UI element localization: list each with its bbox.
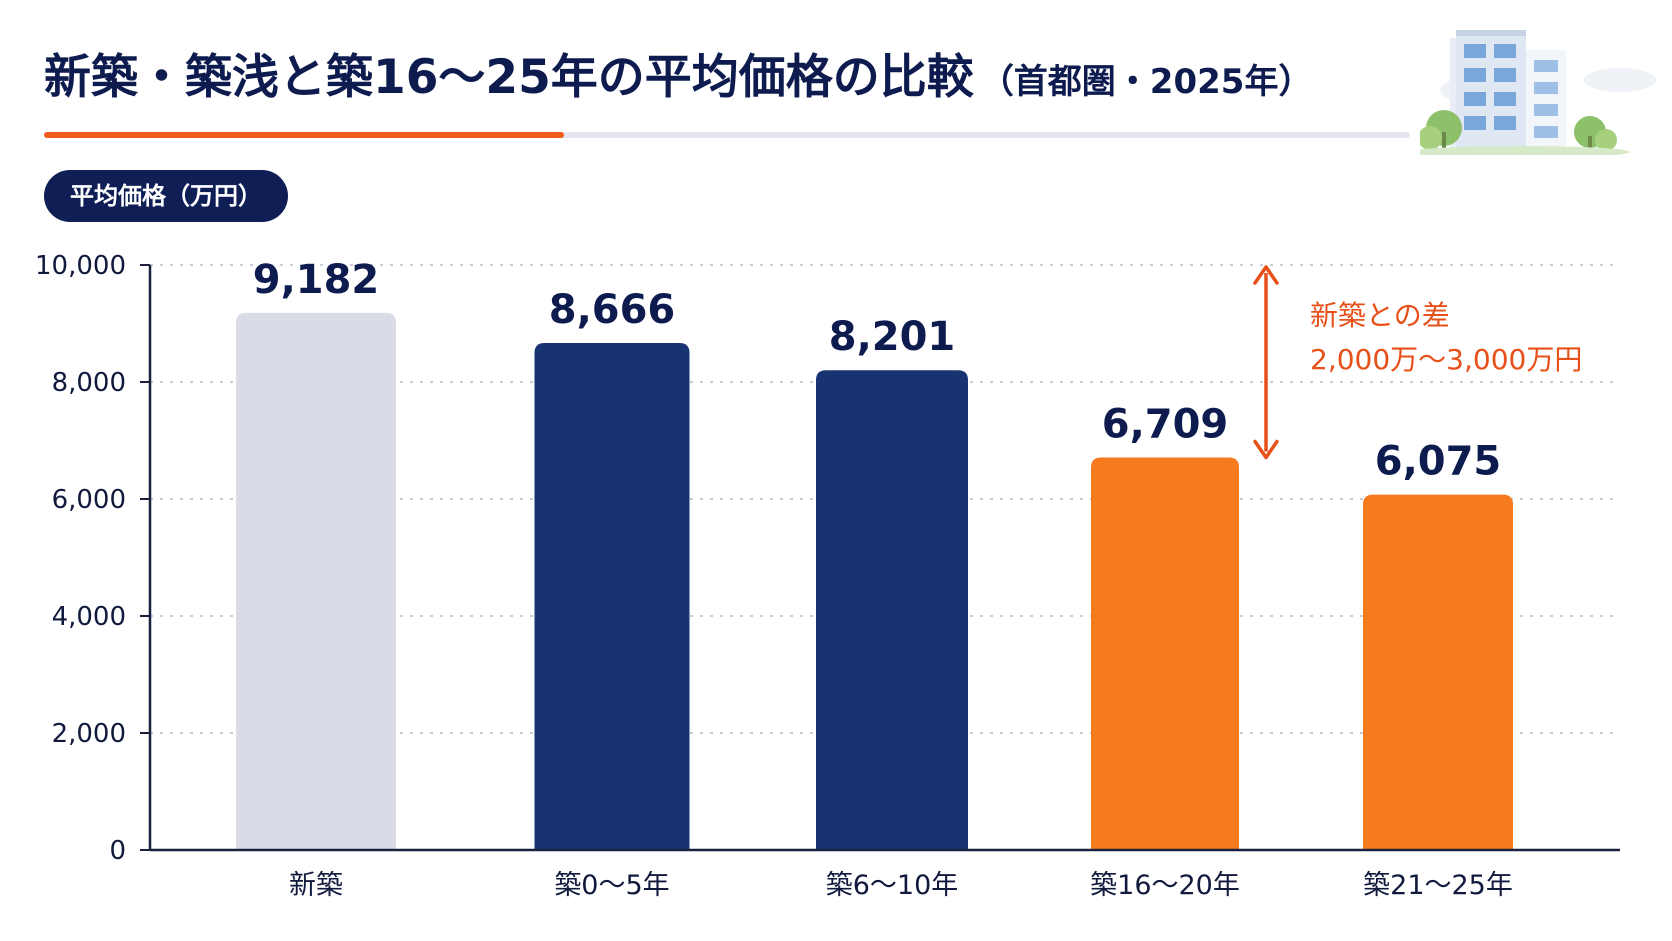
y-tick-label: 0 xyxy=(109,836,126,866)
x-category-label: 築6〜10年 xyxy=(826,870,959,901)
chart-title-main: 新築・築浅と築16〜25年の平均価格の比較 xyxy=(44,50,974,105)
difference-annotation: 新築との差 2,000万〜3,000万円 xyxy=(1310,294,1582,382)
y-tick-label: 8,000 xyxy=(52,368,126,398)
x-category-label: 築21〜25年 xyxy=(1363,870,1513,901)
y-tick-label: 2,000 xyxy=(52,719,126,749)
y-tick-label: 10,000 xyxy=(35,251,126,281)
difference-annotation-line2: 2,000万〜3,000万円 xyxy=(1310,343,1583,376)
chart-title: 新築・築浅と築16〜25年の平均価格の比較 （首都圏・2025年） xyxy=(44,38,1312,107)
bar-value-label: 8,666 xyxy=(549,287,676,333)
title-underline xyxy=(44,132,1410,138)
bar-value-label: 9,182 xyxy=(253,257,380,303)
chart-title-sub: （首都圏・2025年） xyxy=(979,62,1313,102)
y-tick-label: 6,000 xyxy=(52,485,126,515)
building-illustration-icon xyxy=(1420,30,1656,155)
x-category-label: 築16〜20年 xyxy=(1090,870,1240,901)
x-category-label: 築0〜5年 xyxy=(554,870,669,901)
x-category-label: 新築 xyxy=(289,870,343,901)
difference-annotation-line1: 新築との差 xyxy=(1310,299,1450,332)
y-tick-label: 4,000 xyxy=(52,602,126,632)
y-axis-label: 平均価格（万円） xyxy=(44,170,288,222)
bar xyxy=(236,312,396,850)
bar xyxy=(816,370,968,850)
bar-value-label: 8,201 xyxy=(829,314,956,360)
bar-value-label: 6,709 xyxy=(1102,402,1229,448)
bar xyxy=(1091,457,1239,850)
title-underline-accent xyxy=(44,132,564,138)
arrow-down-icon xyxy=(1253,439,1279,460)
bar-value-label: 6,075 xyxy=(1375,439,1502,485)
arrow-up-icon xyxy=(1253,265,1279,285)
bar xyxy=(1363,494,1513,850)
bar xyxy=(534,343,690,850)
